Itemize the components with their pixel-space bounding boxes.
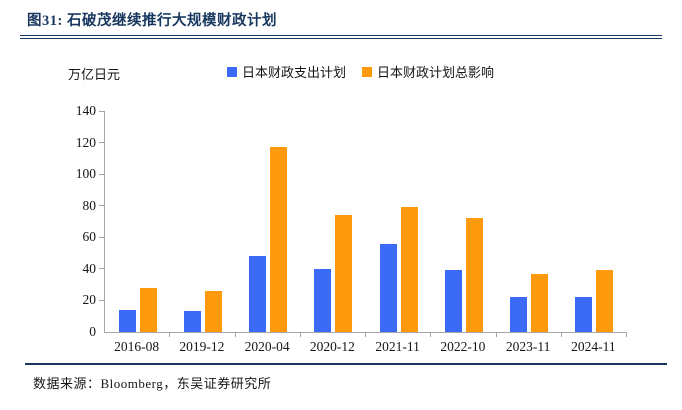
- y-axis-tick-label: 100: [75, 166, 96, 182]
- bar-group-2020-04: [236, 111, 301, 332]
- bar-spending-2021-11: [379, 243, 397, 332]
- y-axis-tick-label: 0: [89, 324, 96, 339]
- legend-swatch-blue-icon: [227, 66, 237, 77]
- x-axis-label: 2019-12: [179, 339, 225, 354]
- bar-spending-2023-11: [510, 297, 528, 332]
- bar-spending-2024-11: [575, 297, 593, 332]
- source-note: 数据来源：Bloomberg，东吴证券研究所: [33, 376, 272, 391]
- bar-total-impact-2024-11: [596, 270, 614, 332]
- x-axis-label: 2021-11: [375, 339, 420, 354]
- figure-title: 图31: 石破茂继续推行大规模财政计划: [27, 13, 277, 29]
- bar-spending-2019-12: [183, 311, 201, 332]
- chart-legend: 日本财政支出计划 日本财政计划总影响: [227, 62, 494, 81]
- bar-spending-2020-12: [314, 268, 332, 332]
- x-axis-label: 2023-11: [505, 339, 551, 354]
- y-axis-tick-label: 140: [75, 103, 96, 118]
- y-axis: 0 20 40 60 80 100 120 140: [56, 104, 97, 339]
- bar-total-impact-2020-12: [335, 215, 353, 332]
- y-axis-tick-label: 80: [82, 197, 97, 213]
- footer-divider: [25, 363, 667, 365]
- y-axis-tick: [99, 205, 104, 207]
- x-axis: 2016-08 2019-12 2020-04 2020-12 2021-11 2022-…: [104, 339, 626, 355]
- x-axis-boundary-tick: [234, 333, 236, 337]
- x-axis-boundary-tick: [365, 333, 366, 337]
- legend-swatch-orange-icon: [362, 66, 373, 77]
- bar-total-impact-2023-11: [531, 273, 549, 332]
- y-axis-tick-label: 40: [82, 260, 97, 276]
- x-axis-label: 2020-12: [309, 339, 355, 354]
- x-axis-boundary-tick: [560, 333, 562, 337]
- x-axis-boundary-tick: [430, 333, 432, 337]
- y-axis-tick: [99, 268, 104, 270]
- x-axis-label: 2022-10: [440, 339, 486, 354]
- bar-group-2022-10: [431, 111, 496, 332]
- title-divider: [20, 35, 662, 39]
- y-axis-tick: [99, 299, 104, 301]
- x-axis-boundary-tick: [169, 333, 171, 337]
- bar-group-2019-12: [170, 111, 235, 332]
- x-axis-label: 2020-04: [244, 339, 290, 354]
- x-axis-label: 2016-08: [114, 339, 160, 354]
- y-axis-tick-label: 60: [82, 229, 97, 245]
- bar-total-impact-2019-12: [204, 290, 222, 332]
- bar-group-2023-11: [497, 111, 562, 332]
- bar-group-2024-11: [562, 111, 627, 332]
- bar-group-2020-12: [301, 111, 366, 332]
- y-axis-tick: [99, 142, 104, 144]
- x-axis-boundary-tick: [626, 333, 627, 337]
- x-axis-label: 2024-11: [571, 339, 616, 354]
- bar-total-impact-2020-04: [270, 147, 288, 332]
- y-axis-tick-label: 120: [75, 134, 96, 150]
- x-axis-boundary-tick: [495, 333, 497, 337]
- y-axis-tick: [99, 236, 104, 238]
- bar-total-impact-2021-11: [400, 207, 418, 332]
- y-axis-tick-label: 20: [82, 292, 97, 308]
- bar-group-2021-11: [366, 111, 431, 332]
- bar-group-2016-08: [105, 111, 170, 332]
- legend-item-total-impact: 日本财政计划总影响: [362, 62, 494, 81]
- plot-area: [99, 110, 627, 337]
- bar-spending-2020-04: [249, 256, 267, 332]
- x-axis-boundary-tick: [299, 333, 301, 337]
- bar-spending-2016-08: [118, 309, 136, 332]
- y-axis-tick: [99, 173, 104, 175]
- bar-spending-2022-10: [444, 270, 462, 332]
- bar-total-impact-2016-08: [139, 287, 157, 332]
- legend-label-spending-plan: 日本财政支出计划: [242, 65, 347, 80]
- legend-label-total-impact: 日本财政计划总影响: [377, 65, 495, 80]
- y-axis-unit-label: 万亿日元: [68, 67, 121, 82]
- y-axis-tick: [99, 110, 104, 112]
- legend-item-spending-plan: 日本财政支出计划: [227, 62, 346, 81]
- bar-total-impact-2022-10: [465, 218, 483, 332]
